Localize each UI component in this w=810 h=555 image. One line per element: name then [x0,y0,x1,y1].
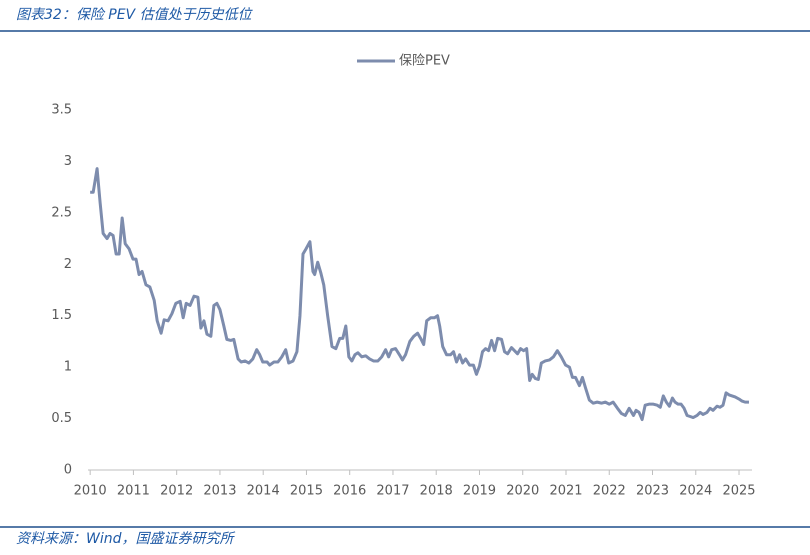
x-tick-label: 2023 [636,484,669,499]
x-tick-label: 2014 [247,484,280,499]
x-tick-label: 2019 [463,484,496,499]
x-tick-label: 2015 [290,484,323,499]
x-tick-label: 2024 [679,484,712,499]
x-tick-label: 2025 [722,484,755,499]
x-tick-label: 2018 [420,484,453,499]
y-tick-label: 0.5 [51,411,72,426]
y-tick-label: 2 [64,257,72,272]
legend-label: 保险PEV [399,54,450,69]
x-tick-label: 2012 [160,484,193,499]
x-tick-label: 2013 [203,484,236,499]
y-tick-label: 3.5 [51,103,72,118]
series-line [90,167,749,422]
y-tick-label: 1 [64,360,72,375]
x-tick-label: 2021 [549,484,582,499]
chart-title: 图表32：保险 PEV 估值处于历史低位 [16,7,254,23]
x-tick-label: 2011 [117,484,150,499]
x-tick-label: 2022 [593,484,626,499]
x-tick-label: 2010 [74,484,107,499]
y-tick-label: 0 [64,463,72,478]
y-tick-label: 1.5 [51,308,72,323]
y-tick-label: 3 [64,154,72,169]
x-tick-label: 2016 [333,484,366,499]
source-note: 资料来源：Wind，国盛证券研究所 [16,531,235,547]
x-tick-label: 2020 [506,484,539,499]
y-tick-label: 2.5 [51,205,72,220]
x-tick-label: 2017 [376,484,409,499]
